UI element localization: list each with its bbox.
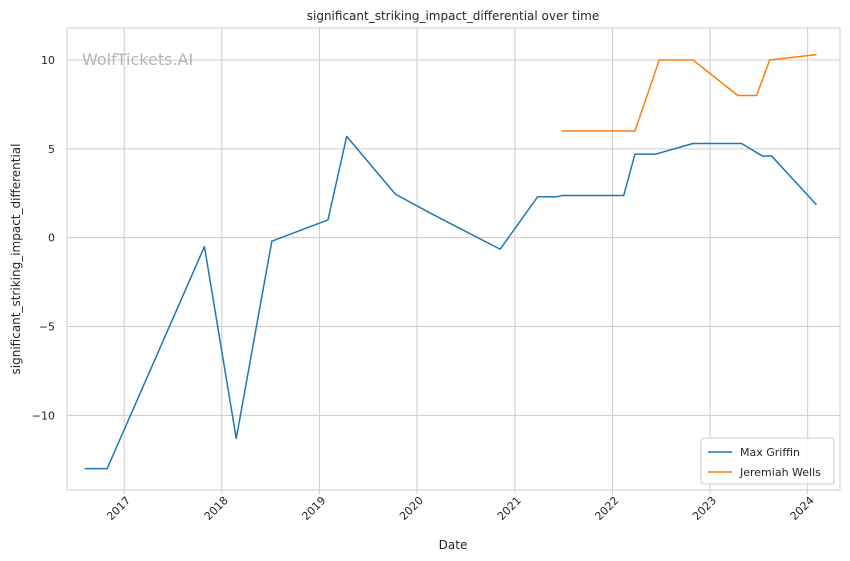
legend: Max Griffin Jeremiah Wells [700, 437, 835, 485]
x-axis-label: Date [439, 538, 468, 552]
grid-lines [67, 28, 840, 490]
legend-box [700, 437, 835, 485]
series-line-jeremiah-wells [561, 53, 817, 132]
plot-area [66, 27, 841, 491]
series-line-max-griffin [84, 135, 818, 470]
y-tick-label-0: 10 [41, 54, 55, 67]
series-lines [84, 53, 818, 470]
watermark: WolfTickets.AI [82, 50, 193, 69]
y-tick-label-3: −5 [39, 321, 55, 334]
y-tick-label-1: 5 [48, 143, 55, 156]
y-tick-label-4: −10 [32, 409, 55, 422]
legend-label-jeremiah-wells: Jeremiah Wells [739, 466, 821, 479]
y-axis-label: significant_striking_impact_differential [9, 144, 23, 375]
legend-label-max-griffin: Max Griffin [740, 446, 800, 459]
y-tick-label-2: 0 [48, 232, 55, 245]
chart-title: significant_striking_impact_differential… [307, 9, 599, 23]
